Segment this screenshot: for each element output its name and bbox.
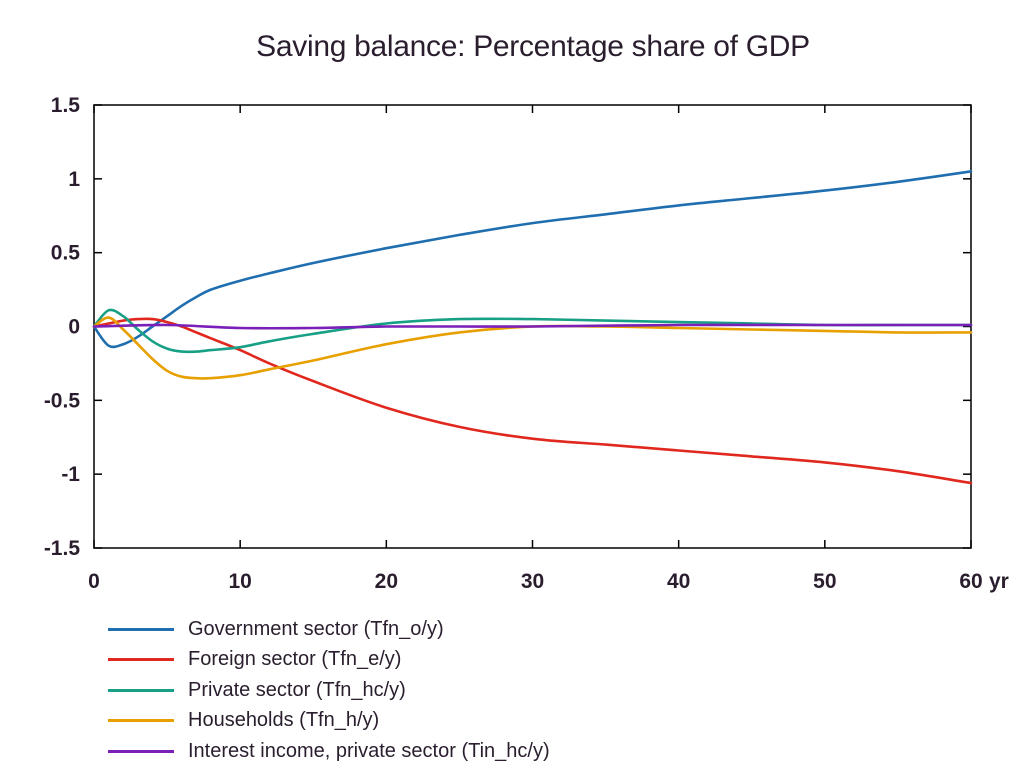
legend-label: Private sector (Tfn_hc/y) [188,678,406,701]
y-tick-label: 0 [68,316,80,339]
x-tick-label: 60 [959,570,982,593]
x-tick-label: 40 [667,570,690,593]
y-tick-label: 0.5 [51,242,81,265]
legend-item: Government sector (Tfn_o/y) [108,614,550,645]
series-line-2 [92,317,973,485]
x-axis-unit: yr [989,570,1009,593]
legend-item: Private sector (Tfn_hc/y) [108,675,550,706]
y-tick-label: -1.5 [44,537,81,560]
y-tick-labels: 1.5 1 0.5 0 -0.5 -1 -1.5 [44,94,81,560]
x-tick-label: 0 [88,570,100,593]
series-line-3 [92,308,973,354]
y-tick-label: -0.5 [44,389,81,412]
y-tick-label: 1.5 [51,94,81,117]
x-tick-label: 10 [228,570,251,593]
x-tick-labels: 0 10 20 30 40 50 60 yr [88,570,1009,593]
series-line-4 [92,316,973,380]
x-tick-label: 30 [521,570,544,593]
legend-swatch [108,749,174,753]
x-tick-label: 50 [813,570,836,593]
legend-swatch [108,719,174,723]
y-tick-label: 1 [68,168,80,191]
legend-item: Households (Tfn_h/y) [108,706,550,737]
y-tick-label: -1 [61,463,80,486]
legend-label: Interest income, private sector (Tin_hc/… [188,739,550,762]
series-lines [92,170,973,485]
series-line-5 [92,323,973,330]
legend-item: Foreign sector (Tfn_e/y) [108,645,550,676]
legend-label: Households (Tfn_h/y) [188,709,380,732]
legend-swatch [108,658,174,662]
series-line-1 [92,170,973,349]
legend: Government sector (Tfn_o/y) Foreign secto… [108,614,550,767]
legend-label: Foreign sector (Tfn_e/y) [188,648,402,671]
legend-swatch [108,688,174,692]
legend-item: Interest income, private sector (Tin_hc/… [108,736,550,767]
x-tick-label: 20 [375,570,398,593]
chart-title: Saving balance: Percentage share of GDP [256,30,810,63]
legend-swatch [108,627,174,631]
legend-label: Government sector (Tfn_o/y) [188,617,444,640]
